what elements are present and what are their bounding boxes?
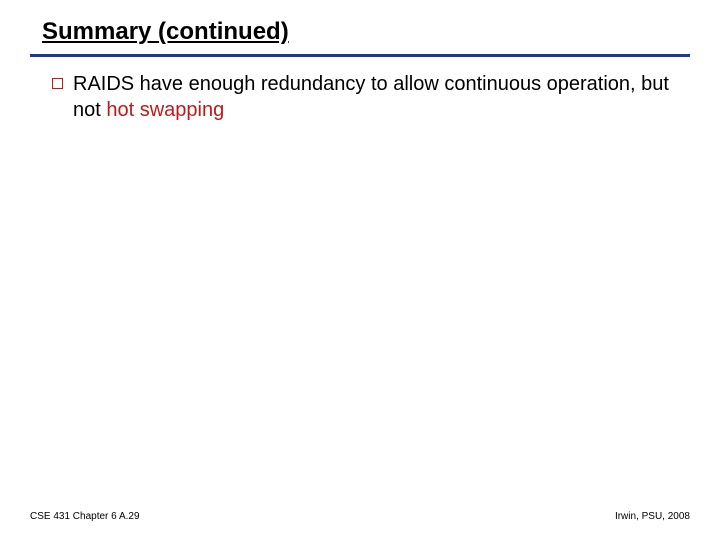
footer-right: Irwin, PSU, 2008 <box>615 511 690 522</box>
bullet-item: RAIDS have enough redundancy to allow co… <box>30 71 690 123</box>
footer-left: CSE 431 Chapter 6 A.29 <box>30 511 140 522</box>
highlighted-term: hot swapping <box>106 99 224 121</box>
title-underline-rule <box>30 54 690 57</box>
slide-footer: CSE 431 Chapter 6 A.29 Irwin, PSU, 2008 <box>30 511 690 522</box>
square-bullet-icon <box>52 78 63 89</box>
slide-title: Summary (continued) <box>30 18 690 52</box>
bullet-text: RAIDS have enough redundancy to allow co… <box>73 71 680 123</box>
slide-container: Summary (continued) RAIDS have enough re… <box>0 0 720 540</box>
